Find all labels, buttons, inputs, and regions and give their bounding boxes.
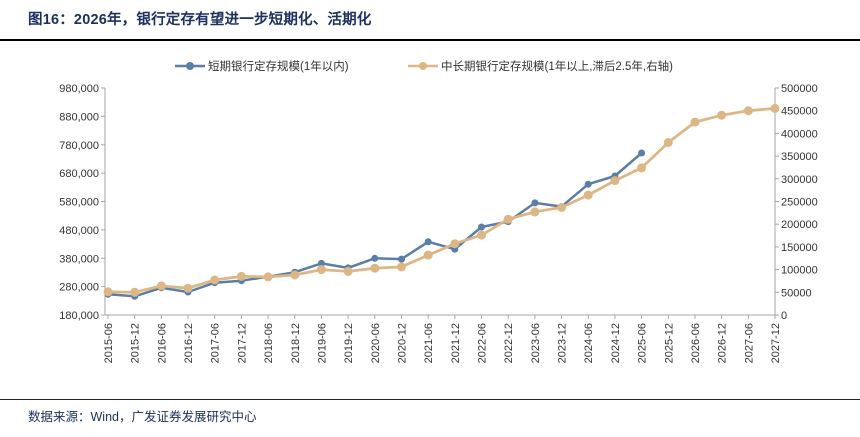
data-point: [424, 238, 432, 246]
right-tick-label: 400000: [781, 128, 818, 140]
data-point: [531, 199, 539, 207]
data-point: [690, 117, 700, 127]
data-point: [316, 265, 326, 275]
right-tick-label: 500000: [781, 83, 818, 95]
data-point: [156, 281, 166, 291]
chart-title: 图16：2026年，银行定存有望进一步短期化、活期化: [28, 12, 372, 28]
data-point: [503, 214, 513, 224]
data-point: [183, 283, 193, 293]
data-point: [370, 263, 380, 273]
left-tick-label: 880,000: [59, 111, 99, 123]
data-point: [290, 270, 300, 280]
right-tick-label: 350000: [781, 151, 818, 163]
right-tick-label: 150000: [781, 242, 818, 254]
x-tick-label: 2025-12: [663, 323, 675, 363]
data-point: [557, 202, 567, 212]
data-point: [450, 239, 460, 249]
title-divider: [0, 39, 860, 41]
data-point: [477, 230, 486, 240]
x-tick-label: 2024-06: [583, 323, 595, 363]
legend-marker-dot: [419, 62, 427, 70]
data-point: [210, 275, 220, 285]
left-tick-label: 680,000: [59, 168, 99, 180]
right-tick-label: 450000: [781, 106, 818, 118]
x-tick-label: 2022-12: [503, 323, 515, 363]
x-tick-label: 2023-06: [530, 323, 542, 363]
x-tick-label: 2022-06: [477, 323, 489, 363]
data-point: [343, 266, 353, 276]
data-point: [478, 223, 485, 231]
right-tick-label: 0: [781, 310, 787, 322]
data-point: [263, 272, 273, 282]
right-tick-label: 200000: [781, 219, 818, 231]
series-line-0: [106, 151, 643, 298]
left-tick-label: 580,000: [59, 197, 99, 209]
data-point: [717, 110, 727, 120]
left-tick-label: 180,000: [59, 310, 99, 322]
data-point: [397, 262, 406, 272]
x-tick-label: 2016-12: [183, 323, 195, 363]
legend-marker-dot: [186, 62, 194, 70]
data-point: [371, 254, 379, 262]
x-tick-label: 2016-06: [156, 323, 168, 363]
x-tick-label: 2018-12: [290, 323, 302, 363]
data-point: [130, 287, 140, 297]
legend-label: 短期银行定存规模(1年以内): [208, 59, 349, 73]
data-point: [638, 149, 646, 157]
x-tick-label: 2017-06: [210, 323, 222, 363]
right-tick-label: 250000: [781, 197, 818, 209]
data-source: 数据来源：Wind，广发证券发展研究中心: [28, 410, 257, 424]
deposit-line-chart: 180,000 280,000 380,000 480,000 580,000 680,0…: [59, 59, 818, 363]
left-tick-label: 280,000: [59, 282, 99, 294]
footer-divider: [0, 399, 860, 400]
x-tick-label: 2015-06: [103, 323, 115, 363]
left-tick-label: 780,000: [59, 140, 99, 152]
x-tick-label: 2019-06: [316, 323, 328, 363]
right-tick-label: 300000: [781, 174, 818, 186]
data-point: [423, 250, 433, 260]
data-point: [530, 207, 540, 217]
x-tick-label: 2015-12: [130, 323, 142, 363]
x-tick-label: 2027-12: [770, 323, 782, 363]
data-point: [398, 255, 405, 263]
data-point: [743, 106, 753, 116]
data-point: [236, 271, 246, 281]
left-tick-label: 480,000: [59, 225, 99, 237]
data-point: [583, 190, 593, 200]
data-point: [610, 176, 620, 186]
x-tick-label: 2024-12: [610, 323, 622, 363]
right-tick-label: 50000: [781, 287, 812, 299]
x-tick-label: 2020-06: [370, 323, 382, 363]
x-tick-label: 2020-12: [396, 323, 408, 363]
left-tick-label: 980,000: [59, 83, 99, 95]
x-tick-label: 2018-06: [263, 323, 275, 363]
x-tick-label: 2023-12: [557, 323, 569, 363]
data-point: [584, 180, 592, 188]
right-tick-label: 100000: [781, 265, 818, 277]
left-tick-label: 380,000: [59, 253, 99, 265]
x-tick-label: 2026-12: [717, 323, 729, 363]
series-line-1: [106, 107, 777, 294]
x-tick-label: 2021-06: [423, 323, 435, 363]
legend-label: 中长期银行定存规模(1年以上,滞后2.5年,右轴): [441, 59, 673, 73]
data-point: [103, 287, 113, 297]
data-point: [663, 138, 673, 147]
x-tick-label: 2017-12: [236, 323, 248, 363]
x-tick-label: 2019-12: [343, 323, 355, 363]
data-point: [770, 103, 780, 113]
data-point: [637, 163, 647, 173]
data-point: [317, 259, 325, 267]
x-tick-label: 2027-06: [743, 323, 755, 363]
x-tick-label: 2025-06: [637, 323, 649, 363]
x-tick-label: 2021-12: [450, 323, 462, 363]
x-tick-label: 2026-06: [690, 323, 702, 363]
